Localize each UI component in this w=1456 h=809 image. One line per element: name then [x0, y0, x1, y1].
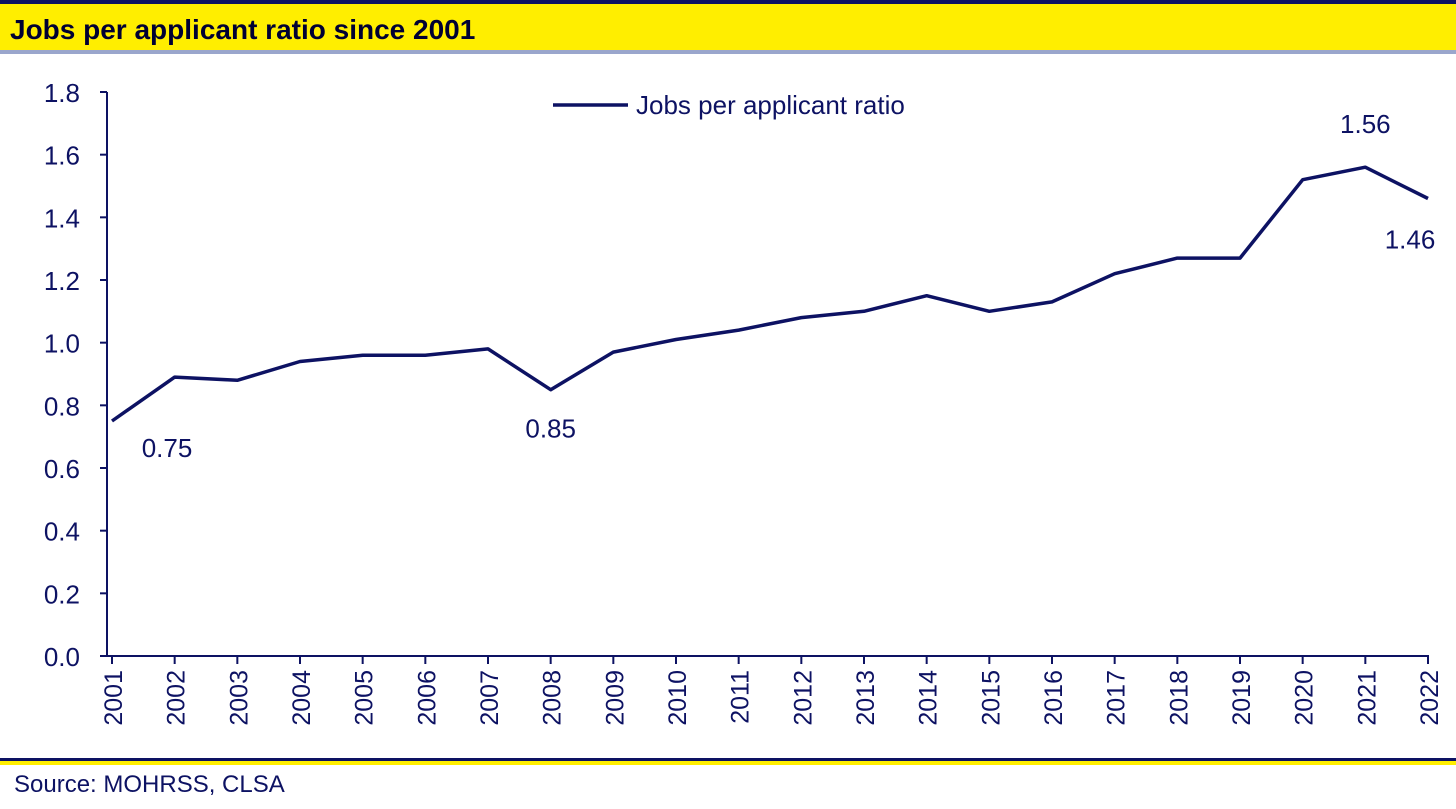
- x-tick-label: 2014: [915, 670, 943, 726]
- data-label: 1.46: [1385, 225, 1436, 255]
- y-tick-label: 0.6: [44, 454, 80, 484]
- footer-rule: [0, 758, 1456, 761]
- x-tick-label: 2017: [1103, 670, 1131, 726]
- top-rule: [0, 0, 1456, 4]
- x-tick-label: 2018: [1165, 670, 1193, 726]
- x-tick-label: 2022: [1416, 670, 1444, 726]
- x-tick-label: 2012: [789, 670, 817, 726]
- x-tick-label: 2013: [852, 670, 880, 726]
- y-tick-label: 0.4: [44, 517, 80, 547]
- x-tick-label: 2019: [1228, 670, 1256, 726]
- chart-title: Jobs per applicant ratio since 2001: [10, 14, 476, 45]
- x-tick-label: 2010: [664, 670, 692, 726]
- x-tick-label: 2003: [225, 670, 253, 726]
- x-tick-label: 2016: [1040, 670, 1068, 726]
- chart-area: 0.0 0.2 0.4 0.6 0.8 1.0 1.2 1.4 1.6 1.8 2001 2002 20…: [44, 78, 1444, 726]
- x-tick-label: 2004: [288, 670, 316, 726]
- x-tick-label: 2009: [601, 670, 629, 726]
- x-tick-label: 2002: [163, 670, 191, 726]
- data-label: 1.56: [1340, 109, 1391, 139]
- y-tick-label: 0.2: [44, 579, 80, 609]
- data-label: 0.85: [525, 414, 576, 444]
- x-tick-label: 2008: [539, 670, 567, 726]
- x-tick-label: 2011: [727, 670, 755, 724]
- y-tick-label: 1.8: [44, 78, 80, 108]
- x-tick-label: 2001: [100, 670, 128, 726]
- y-tick-label: 1.4: [44, 203, 80, 233]
- x-tick-label: 2005: [351, 670, 379, 726]
- legend-label: Jobs per applicant ratio: [636, 90, 905, 120]
- x-tick-label: 2007: [476, 670, 504, 726]
- y-tick-label: 1.0: [44, 329, 80, 359]
- series-line-jobs-per-applicant: [110, 165, 1429, 423]
- data-label: 0.75: [142, 433, 193, 463]
- footer-rule-accent: [0, 761, 1456, 765]
- x-tick-label: 2020: [1291, 670, 1319, 726]
- y-tick-label: 0.0: [44, 642, 80, 672]
- title-band: Jobs per applicant ratio since 2001: [0, 4, 1456, 54]
- source-note: Source: MOHRSS, CLSA: [14, 771, 285, 798]
- y-tick-label: 1.2: [44, 266, 80, 296]
- x-tick-label: 2015: [977, 670, 1005, 726]
- y-tick-label: 0.8: [44, 391, 80, 421]
- x-tick-label: 2021: [1353, 670, 1381, 726]
- x-tick-label: 2006: [413, 670, 441, 726]
- y-tick-label: 1.6: [44, 141, 80, 171]
